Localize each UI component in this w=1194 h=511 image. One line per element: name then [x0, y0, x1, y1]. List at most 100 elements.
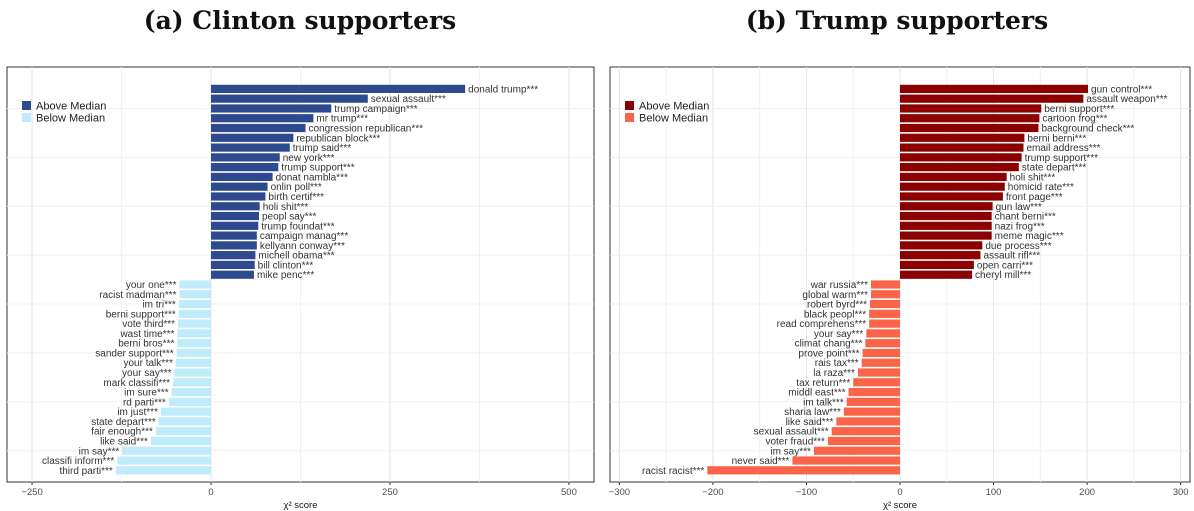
legend-label: Above Median: [639, 101, 709, 113]
bar-above-median: [900, 202, 993, 211]
bar-above-median: [211, 270, 254, 279]
bar-label: bill clinton***: [258, 260, 314, 271]
bar-label: onlin poll***: [271, 182, 322, 193]
bar-label: background check***: [1041, 124, 1134, 135]
bar-label: trump campaign***: [334, 104, 417, 115]
bar-label: black peopl***: [804, 309, 866, 320]
x-axis-title: χ² score: [883, 500, 917, 511]
bar-label: wast time***: [119, 329, 174, 340]
bar-above-median: [900, 94, 1084, 103]
legend-swatch: [22, 113, 31, 122]
bar-label: your one***: [126, 280, 177, 291]
bar-above-median: [900, 260, 974, 270]
bar-above-median: [900, 182, 1005, 191]
bar-below-median: [179, 280, 212, 289]
bar-label: la raza***: [813, 368, 855, 379]
bar-label: im say***: [770, 446, 811, 457]
bar-label: berni support***: [106, 309, 176, 320]
bar-label: im tri***: [142, 300, 175, 311]
bar-below-median: [707, 466, 900, 475]
chart-panel-1: gun control***assault weapon***berni sup…: [609, 66, 1191, 511]
bar-label: like said***: [100, 436, 148, 447]
bar-label: birth certif***: [268, 192, 324, 203]
x-tick-label: 100: [986, 487, 1002, 498]
bar-below-median: [150, 436, 212, 446]
bar-above-median: [211, 182, 268, 191]
x-tick-label: 200: [1079, 487, 1095, 498]
bar-label: gun law***: [996, 202, 1042, 213]
legend-label: Below Median: [36, 113, 105, 125]
bar-above-median: [211, 202, 260, 211]
x-tick-label: 0: [208, 487, 213, 498]
bar-below-median: [871, 290, 900, 299]
bar-label: michell obama***: [258, 251, 334, 262]
bar-below-median: [168, 397, 212, 406]
bar-label: cartoon frog***: [1042, 114, 1107, 125]
bar-label: sexual assault***: [754, 427, 829, 438]
bar-label: your say***: [122, 368, 172, 379]
bar-above-median: [900, 251, 981, 260]
x-tick-label: 0: [897, 487, 902, 498]
bar-above-median: [900, 123, 1039, 133]
bar-label: email address***: [1026, 143, 1100, 154]
bar-label: like said***: [786, 417, 834, 428]
bar-above-median: [900, 221, 992, 230]
bar-below-median: [871, 280, 900, 289]
bar-below-median: [178, 299, 212, 309]
bar-below-median: [792, 456, 900, 465]
bar-label: open carri***: [977, 260, 1033, 271]
bar-below-median: [173, 378, 212, 387]
bar-label: im say***: [79, 446, 120, 457]
bar-above-median: [211, 163, 279, 172]
bar-above-median: [900, 163, 1019, 172]
bar-below-median: [865, 339, 900, 348]
bar-label: assault weapon***: [1086, 94, 1167, 105]
bar-label: im just***: [117, 407, 158, 418]
bar-label: front page***: [1006, 192, 1063, 203]
bar-label: im sure***: [124, 388, 169, 399]
bar-label: voter fraud***: [765, 436, 825, 447]
bar-below-median: [176, 348, 212, 358]
bar-label: war russia***: [810, 280, 868, 291]
bar-label: sharia law***: [784, 407, 841, 418]
bar-below-median: [870, 299, 900, 309]
bar-label: assault rifl***: [983, 251, 1040, 262]
bar-above-median: [900, 241, 983, 250]
bar-label: new york***: [283, 153, 335, 164]
bar-below-median: [122, 446, 212, 455]
bar-below-median: [869, 319, 900, 328]
bar-below-median: [857, 368, 900, 377]
bar-below-median: [178, 309, 212, 318]
bar-above-median: [211, 231, 257, 240]
x-tick-label: 300: [1173, 487, 1189, 498]
bar-label: trump foundat***: [261, 221, 334, 232]
bar-below-median: [177, 329, 212, 338]
bar-label: vote third***: [122, 319, 175, 330]
bar-label: racist madman***: [99, 290, 176, 301]
bar-label: cheryl mill***: [975, 270, 1031, 281]
chart-title-clinton: (a) Clinton supporters: [143, 6, 457, 35]
legend-label: Below Median: [639, 113, 708, 125]
bar-above-median: [900, 153, 1022, 162]
bar-label: berni bros***: [118, 339, 174, 350]
bar-label: meme magic***: [995, 231, 1064, 242]
x-tick-label: −250: [21, 487, 42, 498]
bar-label: peopl say***: [262, 212, 317, 223]
bar-label: sexual assault***: [371, 94, 446, 105]
bar-below-median: [813, 446, 900, 455]
x-tick-label: −200: [702, 487, 723, 498]
bar-label: robert byrd***: [807, 300, 867, 311]
bar-above-median: [211, 94, 368, 103]
bar-below-median: [843, 407, 900, 416]
bar-label: racist racist***: [642, 466, 704, 477]
x-tick-label: −300: [609, 487, 630, 498]
bar-label: sander support***: [95, 348, 173, 359]
bar-label: classifi inform***: [42, 456, 114, 467]
bar-below-median: [846, 397, 900, 406]
bar-below-median: [175, 358, 212, 367]
legend-swatch: [625, 113, 634, 122]
chart-title-trump: (b) Trump supporters: [745, 6, 1049, 35]
bar-above-median: [211, 143, 290, 152]
bar-label: trump said***: [293, 143, 351, 154]
bar-above-median: [211, 192, 266, 201]
